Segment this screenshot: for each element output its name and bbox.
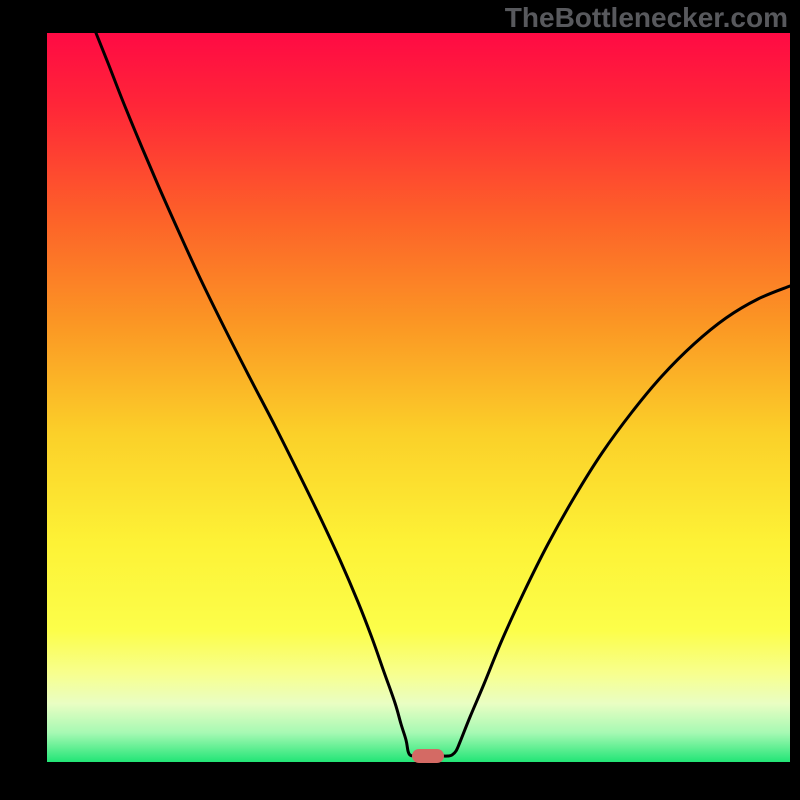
optimal-marker — [412, 749, 444, 763]
chart-container: TheBottlenecker.com — [0, 0, 800, 800]
optimal-marker-pill — [412, 749, 444, 763]
gradient-background — [47, 33, 790, 762]
watermark-text: TheBottlenecker.com — [505, 2, 788, 34]
